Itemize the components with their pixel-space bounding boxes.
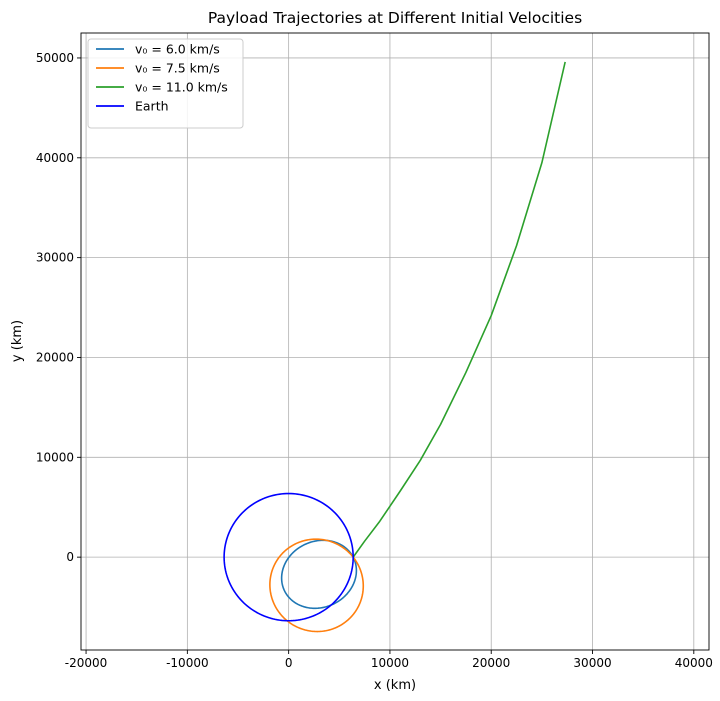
- legend-label-2: v₀ = 11.0 km/s: [135, 80, 228, 95]
- y-tick-label: 0: [66, 550, 74, 564]
- chart-title: Payload Trajectories at Different Initia…: [208, 9, 582, 27]
- series-line-1: [269, 538, 365, 633]
- x-tick-label: -20000: [65, 656, 108, 670]
- x-axis-label: x (km): [374, 678, 416, 693]
- y-tick-label: 40000: [36, 151, 74, 165]
- x-tick-label: 30000: [573, 656, 611, 670]
- y-tick-label: 20000: [36, 350, 74, 364]
- legend-box: [87, 38, 244, 129]
- legend: v₀ = 6.0 km/s v₀ = 7.5 km/s v₀ = 11.0 km/s…: [87, 38, 244, 129]
- grid-lines: [81, 33, 709, 650]
- y-tick-label: 10000: [36, 450, 74, 464]
- series-layer: [223, 61, 566, 633]
- y-axis-label: y (km): [10, 320, 25, 362]
- legend-label-3: Earth: [135, 99, 169, 114]
- axis-ticks: -20000 -10000 0 10000 20000 30000 40000 0 10000 2…: [36, 51, 713, 670]
- x-tick-label: -10000: [166, 656, 209, 670]
- y-tick-label: 30000: [36, 251, 74, 265]
- series-line-3: [223, 492, 354, 622]
- x-tick-label: 0: [285, 656, 293, 670]
- plot-frame: [80, 32, 710, 651]
- x-tick-label: 40000: [675, 656, 713, 670]
- legend-label-1: v₀ = 7.5 km/s: [135, 61, 220, 76]
- legend-label-0: v₀ = 6.0 km/s: [135, 42, 220, 57]
- series-line-2: [352, 61, 566, 558]
- x-tick-label: 20000: [472, 656, 510, 670]
- y-tick-label: 50000: [36, 51, 74, 65]
- x-tick-label: 10000: [371, 656, 409, 670]
